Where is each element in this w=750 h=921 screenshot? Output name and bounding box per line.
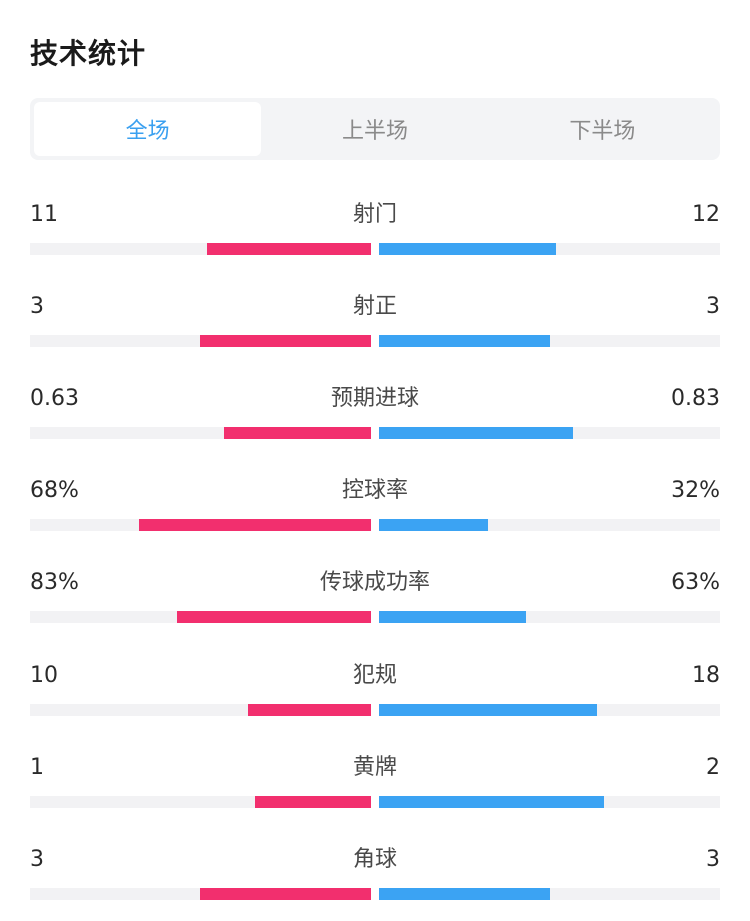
home-value: 83% xyxy=(30,570,79,595)
stat-label: 预期进球 xyxy=(330,386,419,411)
home-value: 1 xyxy=(30,755,44,780)
stat-label: 控球率 xyxy=(341,478,408,503)
away-bar-track xyxy=(379,611,720,623)
away-bar xyxy=(379,243,556,255)
stat-row-corners: 3 角球 3 xyxy=(30,845,720,915)
stat-row-expected-goals: 0.63 预期进球 0.83 xyxy=(30,384,720,454)
home-value: 0.63 xyxy=(30,386,79,411)
home-bar xyxy=(200,888,371,900)
away-value: 63% xyxy=(671,570,720,595)
away-bar-track xyxy=(379,704,720,716)
stat-label: 黄牌 xyxy=(352,755,397,780)
home-bar-track xyxy=(30,427,371,439)
away-bar-track xyxy=(379,796,720,808)
home-bar xyxy=(139,519,371,531)
home-bar xyxy=(248,704,371,716)
stat-label: 射正 xyxy=(352,294,397,319)
home-value: 10 xyxy=(30,663,58,688)
away-bar xyxy=(379,888,550,900)
home-bar xyxy=(207,243,371,255)
home-value: 3 xyxy=(30,847,44,872)
stat-label: 射门 xyxy=(352,202,397,227)
away-value: 3 xyxy=(706,847,720,872)
stat-row-fouls: 10 犯规 18 xyxy=(30,661,720,731)
stat-row-shots-on-target: 3 射正 3 xyxy=(30,292,720,362)
home-bar-track xyxy=(30,611,371,623)
home-bar-track xyxy=(30,519,371,531)
home-bar xyxy=(224,427,371,439)
away-bar xyxy=(379,611,526,623)
home-bar xyxy=(177,611,371,623)
home-bar-track xyxy=(30,243,371,255)
home-bar xyxy=(200,335,371,347)
away-bar-track xyxy=(379,243,720,255)
home-value: 68% xyxy=(30,478,79,503)
tab-first-half[interactable]: 上半场 xyxy=(341,119,408,144)
stat-label: 角球 xyxy=(352,847,397,872)
stat-row-yellow-cards: 1 黄牌 2 xyxy=(30,753,720,823)
stat-label: 犯规 xyxy=(352,663,397,688)
away-value: 12 xyxy=(692,202,720,227)
away-value: 18 xyxy=(692,663,720,688)
period-tabs: 全场 上半场 下半场 xyxy=(30,98,720,160)
away-bar xyxy=(379,796,604,808)
away-value: 3 xyxy=(706,294,720,319)
stat-row-pass-accuracy: 83% 传球成功率 63% xyxy=(30,568,720,638)
away-bar xyxy=(379,519,488,531)
away-bar-track xyxy=(379,335,720,347)
home-bar-track xyxy=(30,335,371,347)
stat-label: 传球成功率 xyxy=(319,570,430,595)
away-bar-track xyxy=(379,888,720,900)
away-value: 32% xyxy=(671,478,720,503)
away-value: 2 xyxy=(706,755,720,780)
away-bar-track xyxy=(379,427,720,439)
away-bar xyxy=(379,704,597,716)
tab-full-match[interactable]: 全场 xyxy=(34,102,262,156)
section-title: 技术统计 xyxy=(30,37,147,70)
home-value: 3 xyxy=(30,294,44,319)
away-bar xyxy=(379,427,573,439)
away-bar-track xyxy=(379,519,720,531)
stat-row-possession: 68% 控球率 32% xyxy=(30,476,720,546)
home-value: 11 xyxy=(30,202,58,227)
home-bar-track xyxy=(30,704,371,716)
home-bar-track xyxy=(30,796,371,808)
home-bar xyxy=(255,796,371,808)
tab-second-half[interactable]: 下半场 xyxy=(569,119,636,144)
stat-row-shots: 11 射门 12 xyxy=(30,200,720,270)
away-bar xyxy=(379,335,550,347)
home-bar-track xyxy=(30,888,371,900)
away-value: 0.83 xyxy=(671,386,720,411)
